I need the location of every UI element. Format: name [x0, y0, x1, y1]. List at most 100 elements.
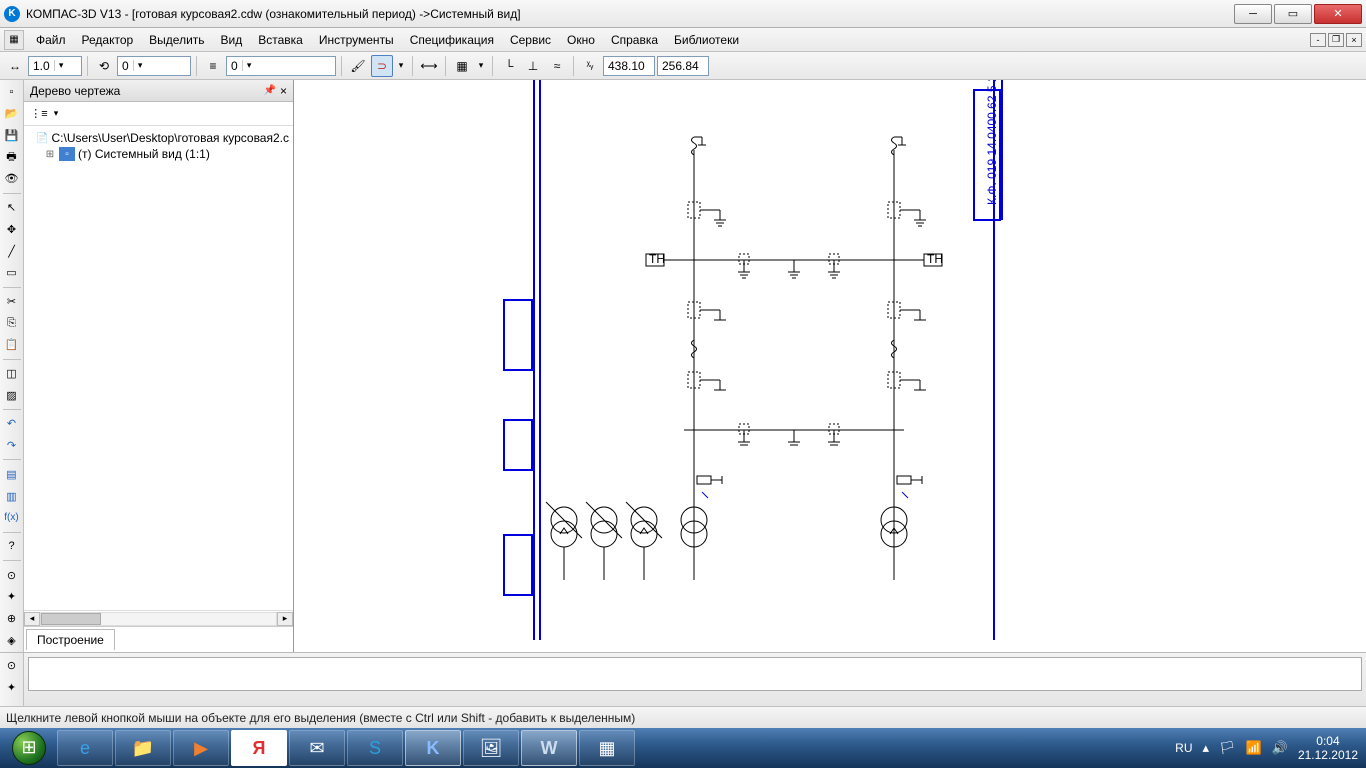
coord-y-input[interactable]	[657, 56, 709, 76]
fx-icon[interactable]: f(x)	[2, 508, 22, 528]
tree-bottom-tab[interactable]: Построение	[26, 629, 115, 650]
menu-window[interactable]: Окно	[559, 30, 603, 50]
paste-icon[interactable]: 📋	[2, 335, 22, 355]
app-icon: K	[4, 6, 20, 22]
snap4-icon[interactable]: ◈	[2, 630, 22, 650]
dimension-icon[interactable]: ⟷	[418, 55, 440, 77]
menu-file[interactable]: Файл	[28, 30, 74, 50]
expand-icon[interactable]: ⊞	[44, 149, 56, 160]
hand-icon[interactable]: ✥	[2, 220, 22, 240]
magnet-icon[interactable]: ⊃	[371, 55, 393, 77]
menu-editor[interactable]: Редактор	[74, 30, 142, 50]
redo-icon[interactable]: ↷	[2, 436, 22, 456]
help-icon[interactable]: ?	[2, 537, 22, 557]
taskbar-app-kompas[interactable]: K	[405, 730, 461, 766]
cmd-icon-2[interactable]: ✦	[2, 677, 22, 697]
start-button[interactable]	[2, 730, 56, 766]
new-doc-icon[interactable]: ▫	[2, 82, 22, 102]
tree-hscroll[interactable]: ◂▸	[24, 610, 293, 626]
clock[interactable]: 0:04 21.12.2012	[1298, 734, 1358, 763]
menu-tools[interactable]: Инструменты	[311, 30, 402, 50]
canvas-area: 🔍 🔍 🔍 🔍 0.4520▾ ✥ ▦ ⟳	[294, 80, 1366, 652]
round-icon[interactable]: ≈	[546, 55, 568, 77]
snap3-icon[interactable]: ⊕	[2, 609, 22, 629]
rect-tool-icon[interactable]: ▭	[2, 263, 22, 283]
magnet-dd-icon[interactable]: ▾	[395, 55, 407, 77]
titlebar: K КОМПАС-3D V13 - [готовая курсовая2.cdw…	[0, 0, 1366, 28]
menu-spec[interactable]: Спецификация	[402, 30, 502, 50]
angle-icon[interactable]: ⟲	[93, 55, 115, 77]
cmd-icon-1[interactable]: ⊙	[2, 655, 22, 675]
tree-view-icon[interactable]: ⋮≡	[28, 103, 50, 125]
taskbar: e 📁 ▶ Я ✉ S K 🖼 W ▦ RU ▴ 🏳 📶 🔊 0:04 21.1…	[0, 728, 1366, 768]
menu-help[interactable]: Справка	[603, 30, 666, 50]
taskbar-app-ie[interactable]: e	[57, 730, 113, 766]
print-icon[interactable]: 🖶	[2, 147, 22, 167]
lang-indicator[interactable]: RU	[1175, 741, 1192, 755]
layer-combo[interactable]: 0▾	[226, 56, 336, 76]
tree-view-node[interactable]: ⊞ ▫ (т) Системный вид (1:1)	[28, 146, 289, 162]
menubar: ▦ Файл Редактор Выделить Вид Вставка Инс…	[0, 28, 1366, 52]
grid-step-icon[interactable]: ↔	[4, 55, 26, 77]
line-tool-icon[interactable]: ╱	[2, 241, 22, 261]
menu-view[interactable]: Вид	[213, 30, 251, 50]
mdi-minimize-button[interactable]: -	[1310, 33, 1326, 47]
angle-combo[interactable]: 0▾	[117, 56, 191, 76]
ortho-icon[interactable]: └	[498, 55, 520, 77]
grid-dd-icon[interactable]: ▾	[475, 55, 487, 77]
tray-flag-icon[interactable]: 🏳	[1219, 740, 1236, 756]
drawing-canvas[interactable]: К.Ф. 019 14.0400.62 5 12.31 33	[294, 80, 1366, 652]
taskbar-app-yandex[interactable]: Я	[231, 730, 287, 766]
tray-volume-icon[interactable]: 🔊	[1272, 740, 1288, 756]
taskbar-app-pictures[interactable]: 🖼	[463, 730, 519, 766]
taskbar-app-other[interactable]: ▦	[579, 730, 635, 766]
mdi-close-button[interactable]: ×	[1346, 33, 1362, 47]
svg-text:ТН: ТН	[927, 252, 943, 266]
menu-service[interactable]: Сервис	[502, 30, 559, 50]
step-combo[interactable]: 1.0▾	[28, 56, 82, 76]
undo-icon[interactable]: ↶	[2, 414, 22, 434]
hatch-icon[interactable]: ▨	[2, 385, 22, 405]
mdi-restore-button[interactable]: ❐	[1328, 33, 1344, 47]
brush-icon[interactable]: 🖌	[347, 55, 369, 77]
taskbar-app-mail[interactable]: ✉	[289, 730, 345, 766]
tree-dd-icon[interactable]: ▾	[50, 103, 62, 125]
preview-icon[interactable]: 👁	[2, 169, 22, 189]
save-icon[interactable]: 💾	[2, 125, 22, 145]
tray-network-icon[interactable]: 📶	[1246, 740, 1262, 756]
taskbar-app-word[interactable]: W	[521, 730, 577, 766]
layer-icon[interactable]: ≡	[202, 55, 224, 77]
menu-libraries[interactable]: Библиотеки	[666, 30, 747, 50]
arrow-icon[interactable]: ↖	[2, 198, 22, 218]
lib1-icon[interactable]: ▤	[2, 464, 22, 484]
menu-select[interactable]: Выделить	[141, 30, 212, 50]
snap1-icon[interactable]: ⊙	[2, 565, 22, 585]
maximize-button[interactable]: ▭	[1274, 4, 1312, 24]
taskbar-app-wmp[interactable]: ▶	[173, 730, 229, 766]
close-button[interactable]: ✕	[1314, 4, 1362, 24]
coord-x-input[interactable]	[603, 56, 655, 76]
tray-chevron-icon[interactable]: ▴	[1203, 740, 1210, 756]
left-toolbar: ▫ 📂 💾 🖶 👁 ↖ ✥ ╱ ▭ ✂ ⎘ 📋 ◫ ▨ ↶ ↷ ▤ ▥ f(x)…	[0, 80, 24, 652]
tree-close-icon[interactable]: ×	[280, 84, 287, 98]
snap2-icon[interactable]: ✦	[2, 587, 22, 607]
command-input[interactable]	[28, 657, 1362, 691]
app-menu-icon[interactable]: ▦	[4, 30, 24, 50]
taskbar-app-skype[interactable]: S	[347, 730, 403, 766]
xy-icon[interactable]: ᵡᵧ	[579, 55, 601, 77]
perp-icon[interactable]: ⊥	[522, 55, 544, 77]
lib2-icon[interactable]: ▥	[2, 486, 22, 506]
grid-icon[interactable]: ▦	[451, 55, 473, 77]
stamp-text: К.Ф. 019 14.0400.62 5 12.31 33	[985, 80, 999, 205]
erase-icon[interactable]: ◫	[2, 364, 22, 384]
cut-icon[interactable]: ✂	[2, 292, 22, 312]
tree-file-label: C:\Users\User\Desktop\готовая курсовая2.…	[52, 131, 290, 145]
copy-icon[interactable]: ⎘	[2, 313, 22, 333]
pin-icon[interactable]: 📌	[264, 85, 276, 96]
tree-panel: Дерево чертежа 📌 × ⋮≡ ▾ 📄 C:\Users\User\…	[24, 80, 294, 652]
taskbar-app-explorer[interactable]: 📁	[115, 730, 171, 766]
menu-insert[interactable]: Вставка	[250, 30, 311, 50]
open-icon[interactable]: 📂	[2, 104, 22, 124]
tree-file-node[interactable]: 📄 C:\Users\User\Desktop\готовая курсовая…	[28, 130, 289, 146]
minimize-button[interactable]: ─	[1234, 4, 1272, 24]
